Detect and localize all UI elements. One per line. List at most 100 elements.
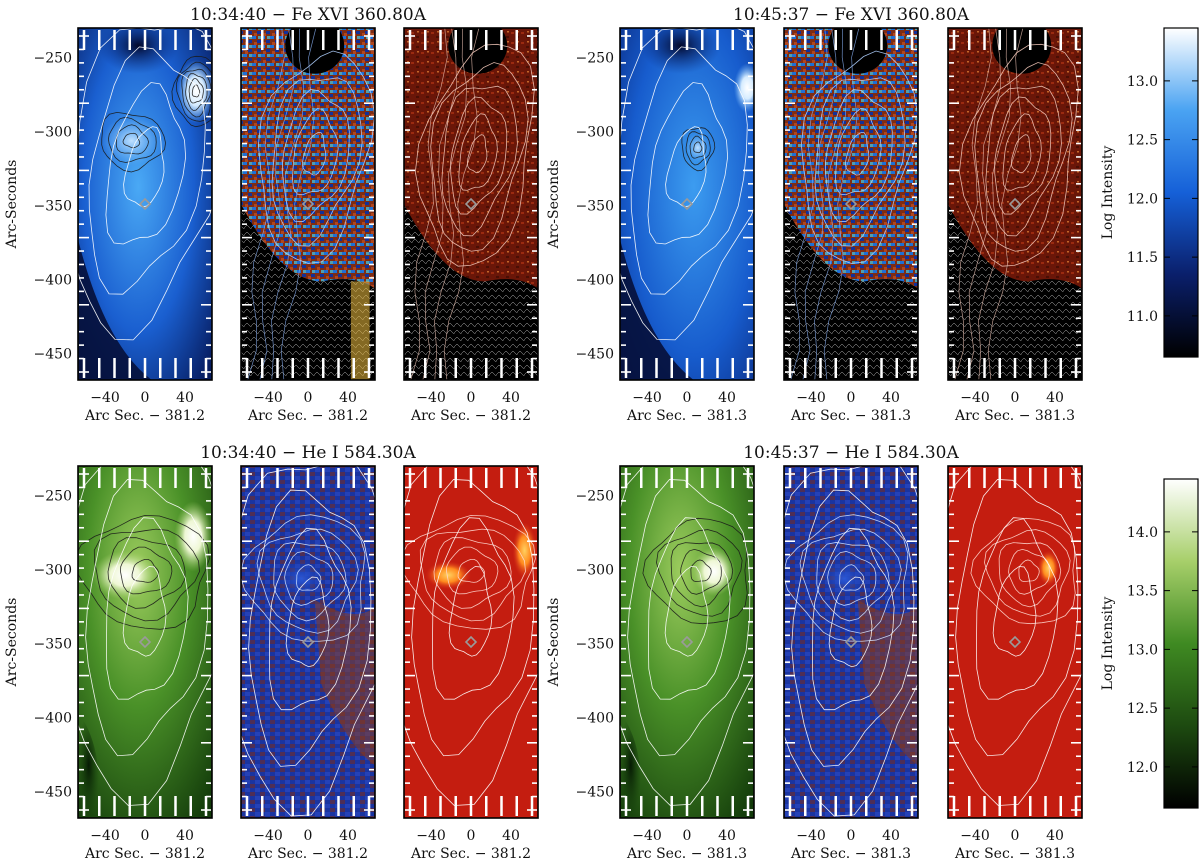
contour-line xyxy=(823,28,860,380)
contour-line xyxy=(271,28,304,380)
contour-line xyxy=(984,529,1071,617)
contour-line xyxy=(670,542,734,608)
contour-line xyxy=(256,528,359,634)
x-tick-label: 40 xyxy=(339,390,357,406)
y-tick-label: −250 xyxy=(576,489,614,505)
fe-intensity-map xyxy=(619,27,755,381)
contour-line xyxy=(441,85,518,237)
contour-line xyxy=(690,559,712,583)
x-tick-label: 0 xyxy=(1011,828,1020,844)
contour-line xyxy=(839,564,865,591)
contour-line xyxy=(1010,134,1032,174)
contour-line xyxy=(790,28,828,380)
he-width-map xyxy=(403,465,539,819)
tick-marks xyxy=(242,30,374,378)
contour-line xyxy=(434,28,467,380)
contour-line xyxy=(620,466,754,806)
contour-line xyxy=(285,576,330,668)
contour-line xyxy=(828,576,873,668)
x-tick-label: −40 xyxy=(960,390,990,406)
contour-line xyxy=(107,116,157,163)
panel-frame xyxy=(619,27,755,381)
contour-line xyxy=(800,50,918,264)
colorbar-tick-label: 12.5 xyxy=(1127,701,1158,717)
contour-line xyxy=(410,28,448,380)
contour-line xyxy=(948,466,1082,806)
tick-marks xyxy=(405,30,537,378)
contour-line xyxy=(131,559,159,583)
contour-line xyxy=(1018,559,1040,583)
y-axis-label: Arc-Seconds xyxy=(4,598,20,688)
contour-line xyxy=(93,528,200,622)
x-tick-label: 0 xyxy=(847,390,856,406)
tick-marks xyxy=(949,30,1081,378)
contour-line xyxy=(958,43,1079,267)
x-axis-label: Arc Sec. − 381.3 xyxy=(626,408,747,424)
contour-line xyxy=(185,73,208,111)
contour-line xyxy=(812,527,895,711)
contour-line xyxy=(175,61,212,122)
contour-line xyxy=(689,135,707,159)
fe-intensity-map xyxy=(77,27,213,381)
he-colorbar xyxy=(1163,478,1199,809)
y-tick-label: −300 xyxy=(34,125,72,141)
y-tick-label: −250 xyxy=(34,489,72,505)
x-tick-label: 40 xyxy=(1046,828,1064,844)
x-tick-label: −40 xyxy=(90,828,120,844)
y-tick-label: −450 xyxy=(34,346,72,362)
contour-line xyxy=(78,514,210,630)
contour-line xyxy=(106,517,189,700)
x-tick-label: −40 xyxy=(416,828,446,844)
contour-line xyxy=(835,108,882,196)
group-title: 10:45:37 − Fe XVI 360.80A xyxy=(733,5,970,25)
contour-line xyxy=(280,28,317,380)
reference-diamond-marker xyxy=(844,197,858,211)
y-tick-label: −400 xyxy=(576,710,614,726)
y-tick-label: −300 xyxy=(576,125,614,141)
panel-frame xyxy=(403,27,539,381)
contour-line xyxy=(954,28,992,380)
contour-line xyxy=(1008,548,1050,595)
contour-line xyxy=(987,28,1024,380)
reference-diamond-marker xyxy=(464,635,478,649)
contour-line xyxy=(105,82,187,245)
contour-line xyxy=(181,68,212,118)
reference-diamond-marker xyxy=(138,197,152,211)
panel-frame xyxy=(240,465,376,819)
reference-diamond-marker xyxy=(844,635,858,649)
colorbar-tick-label: 12.0 xyxy=(1127,191,1158,207)
contour-line xyxy=(430,62,529,252)
y-tick-label: −300 xyxy=(34,563,72,579)
panel-frame xyxy=(403,465,539,819)
x-tick-label: −40 xyxy=(796,828,826,844)
contour-line xyxy=(844,131,870,176)
x-tick-label: −40 xyxy=(416,390,446,406)
panel-frame xyxy=(77,465,213,819)
x-axis-label: Arc Sec. − 381.3 xyxy=(790,846,911,862)
fe-velocity-map xyxy=(240,27,376,381)
colorbar-tick-label: 12.0 xyxy=(1127,760,1158,776)
tick-marks xyxy=(949,468,1081,816)
reference-diamond-marker xyxy=(1008,197,1022,211)
x-tick-label: −40 xyxy=(960,828,990,844)
contour-line xyxy=(685,131,711,166)
panel-frame xyxy=(783,465,919,819)
he-intensity-map xyxy=(619,465,755,819)
he-intensity-map xyxy=(77,465,213,819)
x-tick-label: −40 xyxy=(253,828,283,844)
tick-marks xyxy=(785,468,917,816)
panel-frame xyxy=(77,27,213,381)
y-tick-label: −450 xyxy=(34,784,72,800)
y-tick-label: −250 xyxy=(576,51,614,67)
tick-marks xyxy=(785,30,917,378)
y-tick-label: −400 xyxy=(34,272,72,288)
tick-marks xyxy=(242,468,374,816)
panel-frame xyxy=(619,465,755,819)
x-tick-label: 0 xyxy=(141,390,150,406)
contour-line xyxy=(271,77,363,247)
contour-line xyxy=(642,517,748,625)
contour-line xyxy=(432,517,515,700)
x-tick-label: −40 xyxy=(253,390,283,406)
y-axis-label: Arc-Seconds xyxy=(4,160,20,250)
